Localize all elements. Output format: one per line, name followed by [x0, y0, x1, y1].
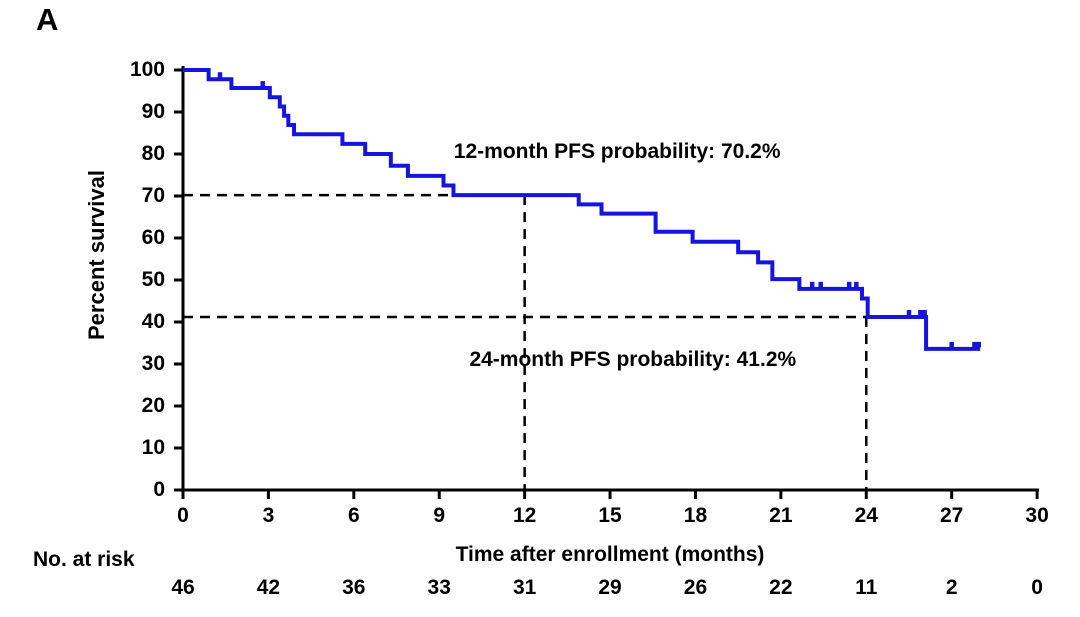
at-risk-count-15mo: 29	[598, 576, 622, 599]
at-risk-count-6mo: 36	[342, 576, 366, 599]
at-risk-count-27mo: 2	[945, 576, 958, 599]
at-risk-count-24mo: 11	[855, 576, 878, 599]
y-tick-label-80: 80	[141, 142, 165, 165]
at-risk-count-30mo: 0	[1031, 576, 1043, 599]
x-tick-label-21: 21	[769, 504, 793, 527]
y-tick-label-10: 10	[141, 436, 165, 459]
y-tick-label-30: 30	[141, 352, 165, 375]
at-risk-count-3mo: 42	[256, 576, 281, 599]
x-tick-label-6: 6	[347, 504, 360, 527]
at-risk-count-18mo: 26	[683, 576, 708, 599]
at-risk-label: No. at risk	[33, 548, 135, 571]
x-axis-title: Time after enrollment (months)	[455, 543, 765, 566]
x-tick-label-24: 24	[854, 504, 878, 527]
x-tick-label-3: 3	[262, 504, 275, 527]
y-tick-label-50: 50	[141, 268, 165, 291]
x-tick-label-30: 30	[1025, 504, 1049, 527]
annotation-12-month-pfs: 12-month PFS probability: 70.2%	[453, 139, 781, 163]
x-tick-label-18: 18	[683, 504, 708, 527]
survival-curve	[183, 68, 981, 351]
x-tick-label-0: 0	[177, 504, 189, 527]
at-risk-count-12mo: 31	[512, 576, 537, 599]
at-risk-count-0mo: 46	[171, 576, 195, 599]
y-tick-label-20: 20	[141, 394, 165, 417]
x-tick-label-9: 9	[433, 504, 446, 527]
y-tick-label-70: 70	[141, 184, 165, 207]
panel-label: A	[36, 2, 59, 37]
y-tick-label-90: 90	[141, 100, 165, 123]
y-tick-label-60: 60	[141, 226, 165, 249]
y-tick-label-100: 100	[129, 58, 165, 81]
y-tick-label-40: 40	[141, 310, 165, 333]
x-tick-label-12: 12	[512, 504, 537, 527]
annotation-24-month-pfs: 24-month PFS probability: 41.2%	[469, 347, 797, 371]
x-tick-label-27: 27	[940, 504, 964, 527]
at-risk-count-9mo: 33	[427, 576, 451, 599]
y-tick-label-0: 0	[153, 478, 165, 501]
x-tick-label-15: 15	[598, 504, 622, 527]
at-risk-count-21mo: 22	[769, 576, 793, 599]
